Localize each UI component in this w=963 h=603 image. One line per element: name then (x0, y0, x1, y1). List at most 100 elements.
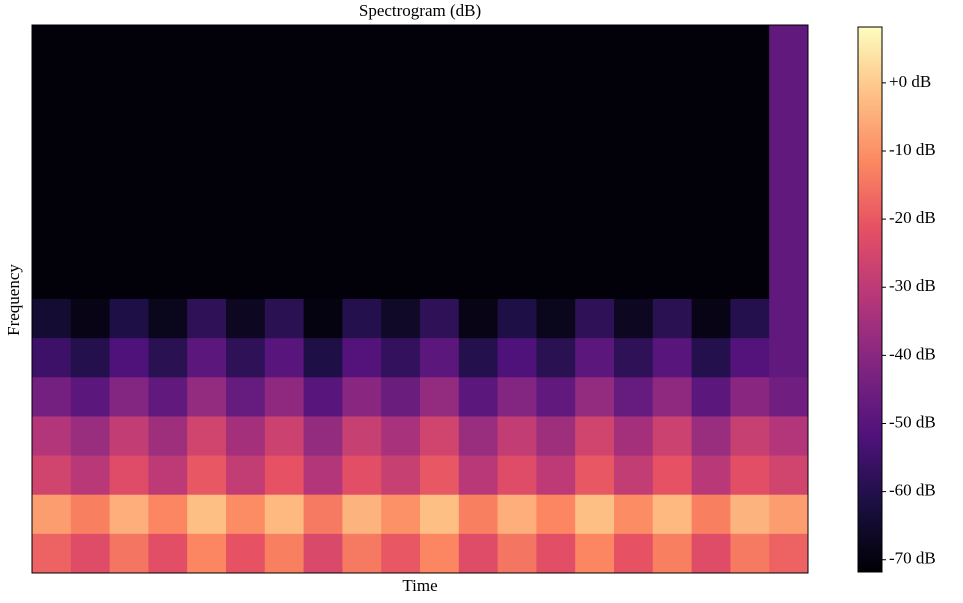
heatmap-cell (148, 103, 188, 143)
plot-frame (31, 24, 809, 574)
heatmap-cell (420, 142, 460, 183)
heatmap-cell (691, 416, 731, 457)
heatmap-cell (497, 455, 537, 496)
heatmap-cell (70, 142, 111, 183)
heatmap-cell (226, 103, 266, 143)
heatmap-cell (614, 103, 654, 143)
heatmap-cell (264, 416, 305, 457)
heatmap-cell (226, 220, 266, 261)
heatmap-cell (264, 181, 305, 222)
heatmap-cell (536, 259, 576, 300)
chart-title: Spectrogram (dB) (359, 1, 481, 20)
heatmap-cell (536, 220, 576, 261)
heatmap-cell (420, 220, 460, 261)
colorbar-tick-label: -20 dB (889, 208, 936, 227)
heatmap-cell (32, 142, 72, 183)
heatmap-cell (420, 64, 460, 104)
heatmap-cell (32, 533, 72, 574)
heatmap-cell (381, 142, 421, 183)
heatmap-cell (575, 338, 615, 378)
heatmap-cell (32, 494, 72, 535)
heatmap-cell (226, 142, 266, 183)
heatmap-cell (32, 220, 72, 261)
heatmap-cell (32, 103, 72, 143)
heatmap-cell (187, 142, 227, 183)
heatmap-cell (148, 142, 188, 183)
heatmap-cell (614, 64, 654, 104)
heatmap-cell (575, 220, 615, 261)
heatmap-cell (226, 416, 266, 457)
colorbar-tick-label: -10 dB (889, 140, 936, 159)
heatmap-cell (652, 142, 693, 183)
heatmap-cell (264, 103, 305, 143)
heatmap-cell (614, 25, 654, 65)
heatmap-cell (614, 494, 654, 535)
heatmap-cell (187, 299, 227, 339)
heatmap-cell (303, 416, 343, 457)
heatmap-cell (420, 533, 460, 574)
heatmap-cell (497, 377, 537, 417)
heatmap-cell (342, 494, 382, 535)
heatmap-cell (536, 64, 576, 104)
heatmap-cell (148, 220, 188, 261)
heatmap-cell (575, 64, 615, 104)
heatmap-cell (187, 64, 227, 104)
heatmap-cell (381, 416, 421, 457)
heatmap-cell (691, 494, 731, 535)
heatmap-cell (32, 64, 72, 104)
colorbar-tick-label: -50 dB (889, 412, 936, 431)
heatmap-cell (342, 259, 382, 300)
heatmap-cell (730, 338, 770, 378)
heatmap-cell (730, 494, 770, 535)
heatmap-cell (614, 416, 654, 457)
heatmap-cell (148, 259, 188, 300)
heatmap-cell (32, 25, 72, 65)
heatmap-cell (652, 25, 693, 65)
heatmap-cell (691, 64, 731, 104)
heatmap-cell (381, 64, 421, 104)
heatmap-cell (264, 299, 305, 339)
heatmap-cell (226, 377, 266, 417)
heatmap-cell (652, 455, 693, 496)
heatmap-cell (264, 377, 305, 417)
heatmap-cell (497, 338, 537, 378)
heatmap-cell (342, 533, 382, 574)
heatmap-cell (342, 142, 382, 183)
heatmap-cell (614, 533, 654, 574)
heatmap-cell (536, 142, 576, 183)
heatmap-cell (420, 494, 460, 535)
heatmap-cell (342, 455, 382, 496)
heatmap-cell (769, 220, 809, 261)
heatmap-cell (458, 455, 499, 496)
heatmap-cell (458, 494, 499, 535)
heatmap-cell (109, 220, 149, 261)
heatmap-cell (70, 533, 111, 574)
heatmap-cell (303, 259, 343, 300)
heatmap-cell (691, 103, 731, 143)
heatmap-cell (575, 299, 615, 339)
heatmap-cell (303, 64, 343, 104)
heatmap-cell (226, 259, 266, 300)
x-axis-label: Time (402, 576, 437, 595)
heatmap-cell (497, 64, 537, 104)
heatmap-cell (342, 220, 382, 261)
heatmap-cell (769, 377, 809, 417)
heatmap-cell (187, 259, 227, 300)
heatmap-cell (381, 299, 421, 339)
heatmap-cell (458, 103, 499, 143)
heatmap-cell (575, 181, 615, 222)
heatmap-cell (536, 494, 576, 535)
heatmap-cell (536, 181, 576, 222)
heatmap-cell (536, 103, 576, 143)
heatmap-cell (109, 455, 149, 496)
heatmap-cell (264, 338, 305, 378)
heatmap-cell (614, 181, 654, 222)
heatmap-cell (575, 377, 615, 417)
heatmap-cell (614, 220, 654, 261)
heatmap-cell (187, 25, 227, 65)
heatmap-cell (420, 416, 460, 457)
heatmap-cell (303, 494, 343, 535)
heatmap-cell (769, 181, 809, 222)
heatmap-cell (148, 533, 188, 574)
